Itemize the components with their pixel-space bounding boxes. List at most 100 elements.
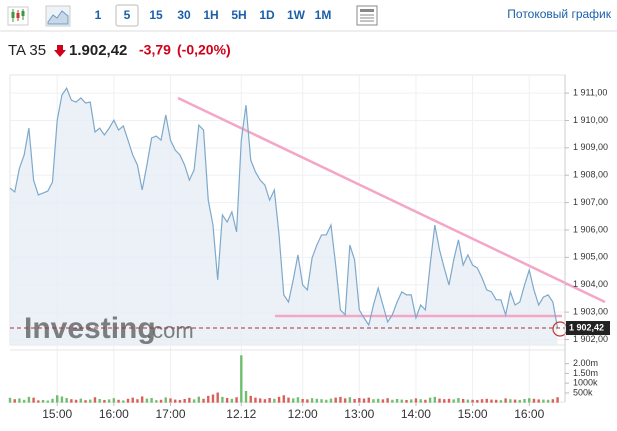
volume-bar [301,398,304,403]
volume-bar [225,398,229,403]
volume-bar [65,398,68,403]
volume-tick-label: 1.50m [573,368,598,378]
interval-button[interactable]: 1H [203,8,218,22]
price-tag-label: 1 902,42 [569,322,604,332]
volume-bar [183,398,186,403]
volume-bar [443,399,446,403]
stream-link[interactable]: Потоковый график [507,7,611,21]
volume-bar [329,398,333,403]
volume-bar [343,398,347,403]
volume-bar [537,399,540,403]
volume-bar [457,398,460,403]
volume-tick-label: 500k [573,387,593,397]
volume-bar [433,396,437,403]
y-tick-label: 1 903,00 [573,307,608,317]
volume-bar [292,398,295,403]
price-tag-box [566,321,610,336]
volume-bar [169,398,172,403]
interval-button[interactable]: 1 [95,8,102,22]
volume-bar [188,397,191,403]
area-icon[interactable] [45,5,71,27]
price-line [9,86,559,329]
volume-bar [334,397,337,403]
volume-bar [126,398,130,403]
volume-bar [414,398,418,403]
interval-button[interactable]: 5 [124,8,131,22]
active-interval-box [115,4,139,27]
volume-bar [159,399,163,403]
volume-bar [107,399,111,403]
volume-bar [395,398,399,403]
y-tick-label: 1 904,00 [573,279,608,289]
volume-bar [18,398,21,403]
volume-bar [452,399,455,403]
x-tick-label: 13:00 [344,407,374,421]
down-arrow [54,45,66,57]
symbol: TA 35 [8,42,46,59]
volume-bar [287,397,290,403]
volume-bar [277,396,281,403]
volume-bar [485,398,488,403]
y-tick-label: 1 902,00 [573,334,608,344]
change-percent: (-0,20%) [177,42,231,58]
change: -3,79 [139,42,171,58]
volume-bar [145,398,149,403]
trend-line[interactable] [177,96,606,304]
interval-button[interactable]: 5H [231,8,246,22]
volume-bar [310,398,314,403]
volume-bar [376,398,380,403]
volume-bar [381,399,385,403]
x-tick-label: 17:00 [155,407,185,421]
volume-bar [372,399,375,403]
volume-bar [513,399,517,403]
volume-bar [353,398,356,403]
volume-bar [471,399,474,403]
candle-icon[interactable] [7,6,29,26]
volume-bar [499,400,503,403]
volume-bar [230,398,234,403]
volume-bar [268,398,271,403]
volume-bar [89,399,92,403]
volume-bar [551,399,555,403]
volume-bar [523,398,526,403]
interval-button[interactable]: 15 [149,8,163,22]
volume-bar [518,399,521,403]
volume-bar [60,396,64,403]
volume-bar [8,397,12,403]
y-tick-label: 1 911,00 [573,87,607,97]
volume-bar [240,355,243,403]
volume-bar [103,399,106,403]
volume-bar [315,398,319,403]
volume-bar [428,397,432,403]
volume-bar [480,399,484,403]
volume-bar [164,397,167,403]
volume-bar [348,397,352,403]
icon-row [360,9,374,12]
volume-bar [320,399,323,403]
volume-bar [556,397,559,403]
icon-body [16,13,20,18]
table-icon[interactable] [356,5,378,26]
volume-bar [140,396,144,403]
volume-bar [358,398,361,403]
volume-bar [391,399,394,403]
volume-bar [532,398,536,403]
x-tick-label: 12:00 [288,407,318,421]
volume-bar [51,398,54,403]
y-tick-label: 1 909,00 [573,142,608,152]
volume-bar [476,399,479,403]
volume-bar [461,398,465,403]
volume-bar [325,399,328,403]
volume-bar [197,396,201,403]
interval-button[interactable]: 1D [259,8,275,22]
volume-bar [296,397,300,403]
interval-button[interactable]: 1M [315,8,332,22]
volume-tick-label: 2.00m [573,358,598,368]
interval-button[interactable]: 30 [177,8,191,22]
volume-bar [13,399,16,403]
volume-bar [155,400,158,403]
volume-bar [258,398,262,403]
volume-bar [438,398,441,403]
interval-button[interactable]: 1W [287,8,306,22]
